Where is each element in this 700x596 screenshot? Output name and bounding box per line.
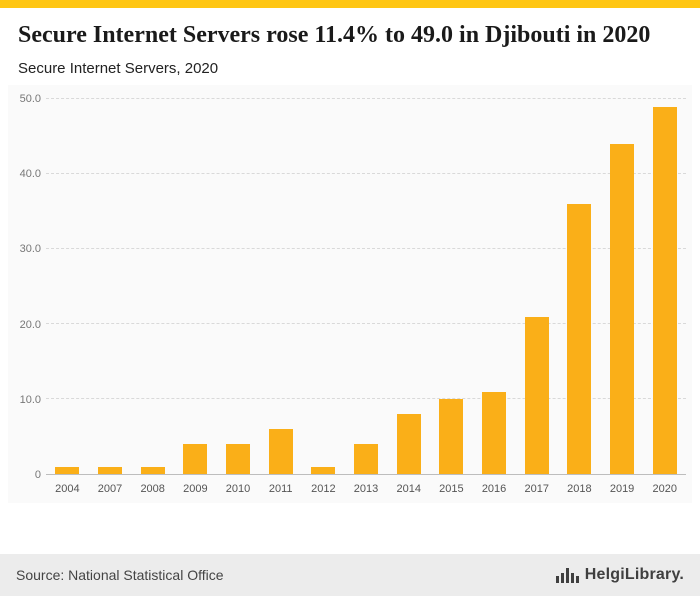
y-tick-label: 30.0: [19, 243, 41, 256]
gridline: [46, 173, 686, 174]
bar-slot: [174, 99, 217, 474]
x-tick-label: 2011: [268, 483, 293, 495]
accent-bar: [0, 0, 700, 8]
y-tick-label: 40.0: [19, 168, 41, 181]
bar-slot: [46, 99, 89, 474]
x-tick-label: 2020: [652, 483, 677, 495]
source-text: Source: National Statistical Office: [16, 567, 224, 583]
x-tick-label: 2010: [225, 483, 251, 495]
x-tick-label: 2017: [524, 483, 549, 495]
bar-2009: [183, 444, 208, 474]
bar-2020: [652, 106, 677, 474]
bar-2018: [567, 204, 592, 474]
x-tick-label: 2007: [97, 483, 123, 495]
y-tick-label: 20.0: [19, 318, 41, 331]
gridline: [46, 398, 686, 399]
bar-2004: [55, 466, 80, 474]
bar-2015: [439, 399, 464, 474]
gridline: [46, 248, 686, 249]
y-tick-label: 10.0: [19, 393, 41, 406]
brand-text: HelgiLibrary.: [584, 566, 684, 583]
x-tick-label: 2013: [353, 483, 379, 495]
x-tick-label: 2008: [140, 483, 165, 495]
x-tick-label: 2019: [609, 483, 635, 495]
header: Secure Internet Servers rose 11.4% to 49…: [0, 8, 700, 77]
x-tick-label: 2018: [567, 483, 592, 495]
y-tick-label: 0: [34, 469, 41, 481]
brand-logo: HelgiLibrary.: [555, 566, 684, 584]
bar-2017: [524, 316, 549, 474]
x-tick-label: 2015: [439, 483, 464, 495]
page-subtitle: Secure Internet Servers, 2020: [18, 60, 219, 77]
x-tick-label: 2016: [481, 483, 507, 495]
bar-2011: [268, 429, 293, 474]
bar-slot: [430, 99, 473, 474]
bar-slot: [89, 99, 132, 474]
bar-2019: [610, 144, 635, 474]
helgi-logo-icon: [555, 567, 579, 583]
bar-slot: [259, 99, 302, 474]
bar-2012: [311, 466, 336, 474]
y-tick-label: 50.0: [19, 93, 41, 105]
bar-slot: [601, 99, 644, 474]
bar-slot: [558, 99, 601, 474]
bar-slot: [473, 99, 516, 474]
x-tick-label: 2004: [55, 483, 80, 495]
bar-slot: [302, 99, 345, 474]
bar-2007: [98, 466, 122, 474]
gridline: [46, 98, 686, 99]
bar-chart: 0 10.0 20.0 30.0 40.0 50.0 2004 2007 2008 2009 20…: [8, 85, 692, 503]
bar-slot: [131, 99, 174, 474]
bar-slot: [345, 99, 388, 474]
bar-slot: [515, 99, 558, 474]
bar-2013: [354, 444, 379, 474]
bar-2016: [482, 391, 507, 474]
x-axis: 2004 2007 2008 2009 2010 2011 2012 2013 2014 2015…: [46, 475, 686, 503]
gridline: [46, 323, 686, 324]
bar-slot: [643, 99, 686, 474]
bar-2008: [140, 466, 165, 474]
bar-slot: [217, 99, 260, 474]
bar-2014: [396, 414, 421, 474]
footer: Source: National Statistical Office Helg…: [0, 554, 700, 596]
bars: [46, 99, 686, 474]
page-title: Secure Internet Servers rose 11.4% to 49…: [18, 22, 651, 48]
bar-2010: [226, 444, 251, 474]
x-tick-label: 2012: [311, 483, 336, 495]
bar-slot: [387, 99, 430, 474]
plot-area: [46, 98, 686, 475]
y-axis: 0 10.0 20.0 30.0 40.0 50.0: [8, 93, 46, 481]
x-tick-label: 2009: [183, 483, 208, 495]
x-tick-label: 2014: [396, 483, 421, 495]
